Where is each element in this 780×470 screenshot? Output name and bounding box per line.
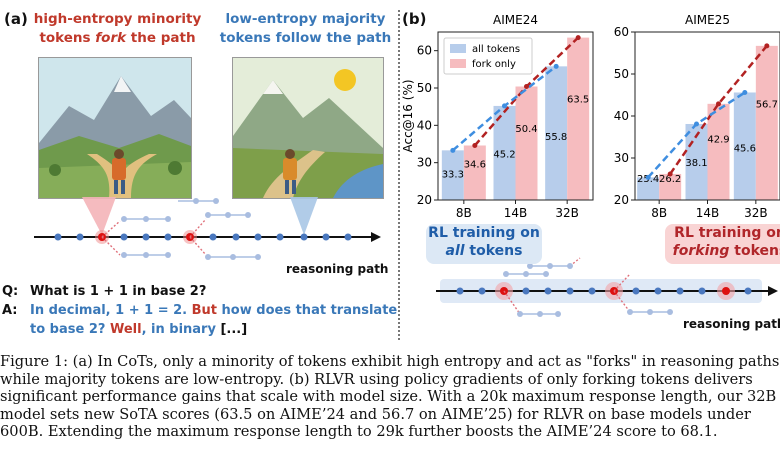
plot-frame — [437, 31, 594, 201]
y-tick-label: 40 — [417, 118, 432, 132]
bar-fork-only — [707, 103, 730, 200]
panel-b-label: (b) — [402, 10, 427, 28]
rl-all-tokens-line1: RL training on — [428, 225, 540, 241]
y-tick-label: 60 — [614, 25, 629, 39]
point-all-tokens — [502, 103, 507, 109]
point-fork-only — [575, 35, 581, 41]
point-all-tokens — [553, 63, 559, 69]
question-label: Q: — [2, 284, 19, 299]
chart-title-0: AIME24 — [493, 13, 538, 27]
value-label-all: 55.8 — [545, 132, 567, 143]
x-tick-label: 14B — [696, 206, 720, 220]
value-label-fork: 26.2 — [659, 174, 681, 185]
bar-all-tokens — [545, 66, 568, 200]
y-tick-label: 40 — [614, 109, 629, 123]
point-fork-only — [472, 142, 478, 148]
legend-swatch-fork-only — [450, 59, 466, 68]
y-tick-label: 20 — [417, 193, 432, 207]
chart-title-1: AIME25 — [685, 13, 730, 27]
fork-pointer — [82, 197, 116, 235]
heading-low-entropy-line1: low-entropy majority — [225, 11, 386, 27]
x-tick-label: 32B — [744, 206, 768, 220]
sun-icon — [334, 69, 356, 91]
y-tick-label: 30 — [614, 151, 629, 165]
rl-forking-tokens-line2: forking tokens — [672, 243, 780, 259]
heading-high-entropy: high-entropy minority tokens fork the pa… — [30, 10, 205, 48]
legend-swatch-all-tokens — [450, 44, 466, 53]
token-path-diagram-a — [34, 197, 381, 260]
value-label-fork: 50.4 — [515, 124, 537, 135]
point-all-tokens — [694, 121, 699, 127]
legend-label-fork-only: fork only — [472, 59, 516, 70]
question-text: What is 1 + 1 in base 2? — [30, 284, 207, 299]
bar-fork-only — [755, 45, 778, 200]
token-path-diagram-b — [436, 257, 778, 317]
rl-forking-tokens-line1: RL training on — [674, 225, 780, 241]
answer-label: A: — [2, 303, 18, 318]
bar-fork-only — [659, 173, 682, 200]
point-all-tokens — [645, 174, 651, 180]
trend-line-fork-only — [669, 45, 768, 175]
bar-all-tokens — [733, 92, 756, 200]
plot-frame — [634, 31, 780, 201]
caption-line-2: while majority tokens are low-entropy. (… — [0, 370, 753, 388]
point-fork-only — [764, 43, 770, 49]
reasoning-path-label-a: reasoning path — [286, 262, 389, 276]
caption-line-3: significant performance gains that scale… — [0, 388, 777, 405]
caption-line-1: Figure 1: (a) In CoTs, only a minority o… — [0, 353, 780, 370]
value-label-all: 45.2 — [493, 150, 515, 161]
panel-a-label: (a) — [4, 10, 28, 28]
heading-low-entropy-line2: tokens follow the path — [219, 30, 392, 46]
value-label-all: 45.6 — [734, 144, 756, 155]
value-label-fork: 63.5 — [567, 95, 589, 106]
panel-divider — [398, 10, 400, 340]
answer-text: In decimal, 1 + 1 = 2. But how does that… — [30, 303, 398, 337]
point-all-tokens — [450, 147, 456, 153]
x-tick-label: 8B — [651, 206, 667, 220]
point-all-tokens — [742, 89, 748, 95]
bar-all-tokens — [637, 177, 660, 200]
bar-all-tokens — [493, 105, 516, 200]
caption-line-4: model sets new SoTA scores (63.5 on AIME… — [0, 405, 751, 423]
point-fork-only — [716, 101, 721, 107]
x-tick-label: 32B — [555, 206, 579, 220]
bar-fork-only — [515, 86, 538, 200]
bar-fork-only — [567, 37, 590, 200]
legend-label-all-tokens: all tokens — [472, 44, 520, 55]
y-tick-label: 50 — [417, 81, 432, 95]
heading-high-entropy-line1: high-entropy minority — [33, 11, 202, 27]
fork-path-illustration — [38, 57, 192, 199]
accuracy-bar-charts: AIME24 20 30 40 50 60 Acc@16 (%) 33.334.6 8B 45.2… — [401, 13, 780, 220]
y-tick-label: 60 — [417, 44, 432, 58]
rl-all-tokens-line2: all tokens — [445, 243, 523, 259]
follow-path-illustration — [232, 57, 384, 199]
value-label-all: 33.3 — [442, 170, 464, 181]
caption-line-5: 600B. Extending the maximum response len… — [0, 423, 718, 440]
figure-caption: Figure 1: (a) In CoTs, only a minority o… — [0, 353, 780, 441]
y-tick-label: 30 — [417, 156, 432, 170]
rl-forking-tokens-box: RL training on forking tokens — [665, 224, 780, 264]
bar-all-tokens — [441, 150, 464, 200]
heading-low-entropy: low-entropy majority tokens follow the p… — [218, 10, 393, 48]
y-axis-label: Acc@16 (%) — [401, 79, 415, 152]
reasoning-path-label-b: reasoning path — [683, 317, 780, 331]
point-fork-only — [667, 171, 673, 177]
x-tick-label: 14B — [504, 206, 528, 220]
heading-high-entropy-line2: tokens fork the path — [39, 30, 196, 46]
y-tick-label: 20 — [614, 193, 629, 207]
y-tick-label: 50 — [614, 67, 629, 81]
follow-pointer — [290, 197, 318, 235]
x-tick-label: 8B — [456, 206, 472, 220]
rl-all-tokens-box: RL training on all tokens — [426, 224, 542, 264]
value-label-all: 38.1 — [685, 158, 707, 169]
value-label-fork: 34.6 — [464, 159, 486, 170]
point-fork-only — [524, 84, 529, 90]
value-label-fork: 56.7 — [756, 100, 778, 111]
bar-fork-only — [463, 145, 486, 200]
value-label-fork: 42.9 — [707, 134, 729, 145]
